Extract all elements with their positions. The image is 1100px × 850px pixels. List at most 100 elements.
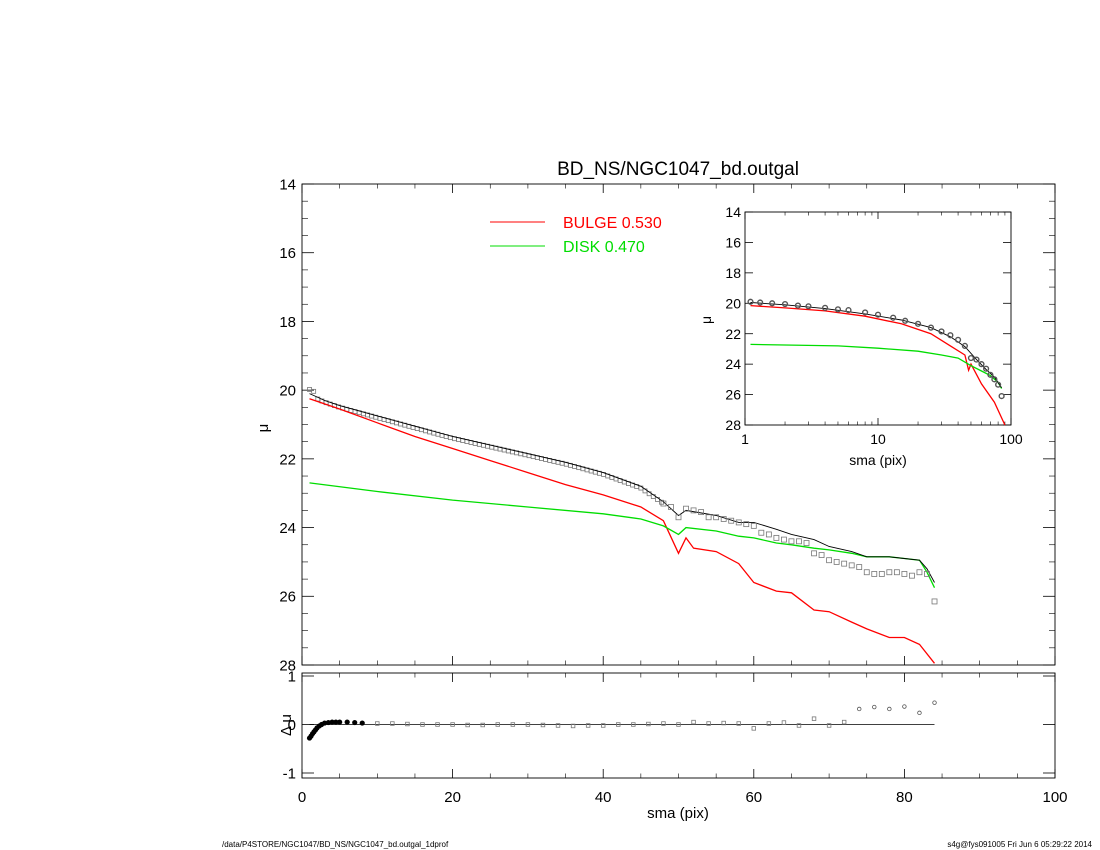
inset-data-point <box>927 324 935 331</box>
resid-data-point <box>390 721 395 726</box>
main-series-model <box>309 393 935 583</box>
main-data-point <box>788 538 795 545</box>
main-data-point <box>803 540 810 546</box>
inset-log-plot: 1 10 100 14 16 18 20 22 24 26 28 μ sma (pix) <box>698 204 1023 468</box>
main-ytick-label: 18 <box>279 314 296 331</box>
resid-data-point <box>359 720 365 726</box>
inset-data-point <box>821 304 829 311</box>
main-profile-plot: 14 16 18 20 22 24 26 28 μ <box>255 176 1056 674</box>
inset-data-point <box>998 392 1005 400</box>
footer-timestamp: s4g@fys091005 Fri Jun 6 05:29:22 2014 <box>947 840 1092 849</box>
resid-data-point <box>872 704 877 710</box>
inset-data-point <box>973 356 980 363</box>
resid-data-point <box>917 710 922 716</box>
main-data-point <box>818 552 825 558</box>
inset-xtick-label: 100 <box>999 431 1023 447</box>
resid-data-point <box>333 719 339 725</box>
resid-data-point <box>887 706 892 712</box>
inset-data-point <box>757 299 764 306</box>
main-frame <box>301 183 1056 666</box>
main-ytick-label: 20 <box>279 383 296 400</box>
main-ytick-label: 22 <box>279 451 296 468</box>
main-data-point <box>683 505 689 512</box>
inset-data-point <box>794 302 802 309</box>
inset-xtick-label: 10 <box>870 431 886 447</box>
resid-xtick-label: 100 <box>1042 789 1067 806</box>
resid-frame <box>301 672 1056 779</box>
main-data-point <box>668 504 674 510</box>
inset-data-point <box>747 298 754 305</box>
main-data-point <box>833 559 840 565</box>
resid-data-point <box>510 722 516 727</box>
resid-xtick-label: 60 <box>745 789 762 806</box>
main-data-point <box>893 569 900 576</box>
inset-ytick-label: 26 <box>725 387 741 403</box>
resid-data-point <box>661 721 666 726</box>
main-data-point <box>728 517 735 524</box>
main-data-point <box>311 388 317 394</box>
main-ytick-label: 14 <box>279 176 296 193</box>
legend: BULGE 0.530 DISK 0.470 <box>490 215 662 256</box>
inset-data-point <box>978 361 985 368</box>
main-ytick-label: 26 <box>279 589 296 606</box>
inset-data-point <box>938 328 945 335</box>
resid-data-point <box>646 721 651 727</box>
resid-xlabel: sma (pix) <box>647 805 709 822</box>
resid-ytick-label: -1 <box>283 765 296 782</box>
resid-data-point <box>736 721 741 726</box>
resid-data-point <box>465 722 470 728</box>
inset-data-point <box>845 307 852 314</box>
resid-data-point <box>706 721 711 726</box>
resid-data-point <box>435 722 440 727</box>
main-ytick-label: 24 <box>279 520 296 537</box>
inset-data-point <box>862 309 869 316</box>
main-data-point <box>690 507 697 514</box>
main-data-point <box>811 550 817 557</box>
main-data-point <box>871 571 878 577</box>
inset-ytick-label: 16 <box>725 234 741 250</box>
main-data-point <box>796 538 802 545</box>
main-data-point <box>735 519 742 526</box>
inset-data-point <box>987 371 994 378</box>
resid-data-point <box>796 723 802 728</box>
resid-data-point <box>585 723 591 728</box>
inset-xtick-label: 1 <box>741 431 749 447</box>
main-data-point <box>878 571 885 577</box>
resid-data-point <box>826 723 832 728</box>
main-data-point <box>901 571 908 577</box>
resid-xtick-label: 40 <box>595 789 612 806</box>
resid-data-point <box>570 723 576 729</box>
resid-xtick-label: 20 <box>444 789 461 806</box>
main-series-bulge <box>309 398 936 664</box>
main-ytick-label: 28 <box>279 657 296 674</box>
inset-data-point <box>967 354 975 362</box>
resid-data-point <box>480 722 485 728</box>
inset-data-point <box>914 320 922 327</box>
main-ytick-label: 16 <box>279 245 296 262</box>
resid-data-point <box>932 700 937 705</box>
main-data-point <box>758 529 765 536</box>
chart-title: BD_NS/NGC1047_bd.outgal <box>557 159 799 180</box>
inset-data-point <box>902 317 909 324</box>
resid-data-point <box>841 719 847 725</box>
resid-data-point <box>631 722 636 727</box>
inset-data-point <box>961 342 968 349</box>
main-data-point <box>720 516 727 522</box>
inset-data-point <box>874 311 882 318</box>
inset-data-point <box>991 376 998 383</box>
resid-data-point <box>857 706 862 712</box>
main-data-point <box>924 571 930 577</box>
inset-data-point <box>890 314 897 321</box>
main-data-point <box>660 500 667 507</box>
main-data-point <box>781 536 787 543</box>
inset-data-point <box>954 336 962 343</box>
main-data-point <box>307 387 312 392</box>
footer-file-path: /data/P4STORE/NGC1047/BD_NS/NGC1047_bd.o… <box>222 840 449 849</box>
inset-data-point <box>781 300 789 308</box>
main-data-point <box>841 560 848 567</box>
main-data-point <box>750 522 757 529</box>
resid-data-point <box>495 722 500 727</box>
inset-ytick-label: 22 <box>725 326 741 342</box>
inset-ytick-label: 20 <box>725 295 741 311</box>
main-data-point <box>886 569 893 576</box>
